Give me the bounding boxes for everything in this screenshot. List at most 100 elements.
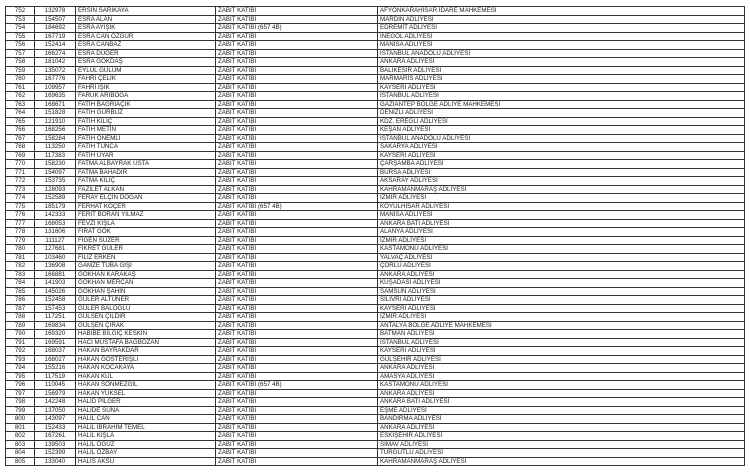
assigned-courthouse-cell: BURSA ADLİYESİ xyxy=(377,167,745,177)
full-name-cell: HAKAN GÖSTERİŞLİ xyxy=(75,354,216,364)
assigned-courthouse-cell: TURGUTLU ADLİYESİ xyxy=(377,448,745,458)
full-name-cell: HAKAN SÖNMEZGİL xyxy=(75,380,216,390)
assigned-courthouse-cell: AKSARAY ADLİYESİ xyxy=(377,176,745,186)
assigned-courthouse-cell: GAZİANTEP BÖLGE ADLİYE MAHKEMESİ xyxy=(377,99,745,109)
registry-id-cell: 152414 xyxy=(34,40,76,50)
assigned-courthouse-cell: İZMİR ADLİYESİ xyxy=(377,193,745,203)
full-name-cell: FİLİZ ERKEN xyxy=(75,252,216,262)
full-name-cell: FATMA ALBAYRAK USTA xyxy=(75,159,216,169)
table-row: 759 135072 EYLÜL GÜLÜM ZABIT KATİBİ BALIKESİ… xyxy=(5,65,745,75)
assigned-courthouse-cell: KDZ. EREĞLİ ADLİYESİ xyxy=(377,116,745,126)
registry-id-cell: 156979 xyxy=(34,388,76,398)
title-cell: ZABIT KATİBİ xyxy=(215,74,378,84)
table-row: 784 141903 GÖKHAN MERCAN ZABIT KATİBİ KUŞADA… xyxy=(5,278,745,288)
title-cell: ZABIT KATİBİ xyxy=(215,269,378,279)
assigned-courthouse-cell: BALIKESİR ADLİYESİ xyxy=(377,65,745,75)
row-number-cell: 784 xyxy=(5,278,35,288)
table-row: 753 154507 ESRA ALAN ZABIT KATİBİ MARDİN ADL… xyxy=(5,14,745,24)
table-row: 802 167261 HALİL KIŞLA ZABIT KATİBİ ESKİŞEHİ… xyxy=(5,431,745,441)
registry-id-cell: 167719 xyxy=(34,31,76,41)
row-number-cell: 794 xyxy=(5,363,35,373)
assigned-courthouse-cell: KASTAMONU ADLİYESİ xyxy=(377,380,745,390)
registry-id-cell: 169320 xyxy=(34,329,76,339)
full-name-cell: FERHAT KOÇER xyxy=(75,201,216,211)
table-row: 775 185179 FERHAT KOÇER ZABIT KATİBİ (657 4… xyxy=(5,201,745,211)
registry-id-cell: 158284 xyxy=(34,133,76,143)
row-number-cell: 756 xyxy=(5,40,35,50)
table-row: 752 132978 ERSİN SARIKAYA ZABIT KATİBİ AFYON… xyxy=(5,6,745,16)
title-cell: ZABIT KATİBİ xyxy=(215,422,378,432)
title-cell: ZABIT KATİBİ xyxy=(215,303,378,313)
title-cell: ZABIT KATİBİ xyxy=(215,252,378,262)
full-name-cell: FERİT BORAN YILMAZ xyxy=(75,210,216,220)
assigned-courthouse-cell: ANKARA ADLİYESİ xyxy=(377,363,745,373)
full-name-cell: ESRA AYIŞIK xyxy=(75,23,216,33)
full-name-cell: ESRA DÜĞER xyxy=(75,48,216,58)
row-number-cell: 791 xyxy=(5,337,35,347)
table-row: 757 166274 ESRA DÜĞER ZABIT KATİBİ İSTANBUL … xyxy=(5,48,745,58)
title-cell: ZABIT KATİBİ xyxy=(215,414,378,424)
assigned-courthouse-cell: İSTANBUL ANADOLU ADLİYESİ xyxy=(377,48,745,58)
row-number-cell: 796 xyxy=(5,380,35,390)
assigned-courthouse-cell: ANTALYA BÖLGE ADLİYE MAHKEMESİ xyxy=(377,320,745,330)
row-number-cell: 804 xyxy=(5,448,35,458)
row-number-cell: 758 xyxy=(5,57,35,67)
assigned-courthouse-cell: KAYSERİ ADLİYESİ xyxy=(377,150,745,160)
table-row: 797 156979 HAKAN YÜKSEL ZABIT KATİBİ ANKARA … xyxy=(5,388,745,398)
row-number-cell: 778 xyxy=(5,227,35,237)
assigned-courthouse-cell: İNEGÖL ADLİYESİ xyxy=(377,31,745,41)
table-row: 767 158284 FATİH ÖNEMLİ ZABIT KATİBİ İSTANBU… xyxy=(5,133,745,143)
assigned-courthouse-cell: DENİZLİ ADLİYESİ xyxy=(377,108,745,118)
row-number-cell: 753 xyxy=(5,14,35,24)
title-cell: ZABIT KATİBİ xyxy=(215,278,378,288)
table-row: 770 158230 FATMA ALBAYRAK USTA ZABIT KATİBİ… xyxy=(5,159,745,169)
title-cell: ZABIT KATİBİ xyxy=(215,184,378,194)
assigned-courthouse-cell: BANDIRMA ADLİYESİ xyxy=(377,414,745,424)
table-row: 777 168053 FEVZİ KIŞLA ZABIT KATİBİ ANKARA B… xyxy=(5,218,745,228)
title-cell: ZABIT KATİBİ xyxy=(215,99,378,109)
table-row: 771 154097 FATMA BAHADIR ZABIT KATİBİ BURSA … xyxy=(5,167,745,177)
full-name-cell: FIRAT GÖK xyxy=(75,227,216,237)
assigned-courthouse-cell: EDREMİT ADLİYESİ xyxy=(377,23,745,33)
row-number-cell: 805 xyxy=(5,456,35,466)
table-row: 768 113250 FATİH TUNCA ZABIT KATİBİ SAKARYA … xyxy=(5,142,745,152)
full-name-cell: HALİD PİLGER xyxy=(75,397,216,407)
title-cell: ZABIT KATİBİ xyxy=(215,57,378,67)
full-name-cell: FATMA BAHADIR xyxy=(75,167,216,177)
full-name-cell: FİKRET GÜLER xyxy=(75,244,216,254)
full-name-cell: ESRA CAN ÖZGÜR xyxy=(75,31,216,41)
title-cell: ZABIT KATİBİ (657 4B) xyxy=(215,380,378,390)
table-row: 793 168027 HAKAN GÖSTERİŞLİ ZABIT KATİBİ GÜL… xyxy=(5,354,745,364)
full-name-cell: GÖKHAN KARAKAŞ xyxy=(75,269,216,279)
title-cell: ZABIT KATİBİ xyxy=(215,159,378,169)
table-row: 754 184692 ESRA AYIŞIK ZABIT KATİBİ (657 4B… xyxy=(5,23,745,33)
registry-id-cell: 117251 xyxy=(34,312,76,322)
full-name-cell: FATİH UYAR xyxy=(75,150,216,160)
title-cell: ZABIT KATİBİ xyxy=(215,244,378,254)
row-number-cell: 782 xyxy=(5,261,35,271)
table-row: 756 152414 ESRA CANBAZ ZABIT KATİBİ MANİSA A… xyxy=(5,40,745,50)
registry-id-cell: 169591 xyxy=(34,337,76,347)
full-name-cell: FEVZİ KIŞLA xyxy=(75,218,216,228)
assigned-courthouse-cell: ANKARA ADLİYESİ xyxy=(377,422,745,432)
row-number-cell: 776 xyxy=(5,210,35,220)
registry-id-cell: 113250 xyxy=(34,142,76,152)
row-number-cell: 759 xyxy=(5,65,35,75)
row-number-cell: 752 xyxy=(5,6,35,16)
table-row: 803 139503 HALİL OĞUZ ZABIT KATİBİ SİMAV ADL… xyxy=(5,439,745,449)
assigned-courthouse-cell: KAYSERİ ADLİYESİ xyxy=(377,346,745,356)
full-name-cell: FATMA KILIÇ xyxy=(75,176,216,186)
assigned-courthouse-cell: KAHRAMANMARAŞ ADLİYESİ xyxy=(377,456,745,466)
row-number-cell: 781 xyxy=(5,252,35,262)
table-row: 791 169591 HACI MUSTAFA BAĞBOZAN ZABIT KATİ… xyxy=(5,337,745,347)
row-number-cell: 760 xyxy=(5,74,35,84)
table-row: 766 168256 FATİH METİN ZABIT KATİBİ KEŞAN AD… xyxy=(5,125,745,135)
row-number-cell: 787 xyxy=(5,303,35,313)
title-cell: ZABIT KATİBİ xyxy=(215,388,378,398)
row-number-cell: 773 xyxy=(5,184,35,194)
registry-id-cell: 184692 xyxy=(34,23,76,33)
title-cell: ZABIT KATİBİ xyxy=(215,14,378,24)
row-number-cell: 769 xyxy=(5,150,35,160)
assigned-courthouse-cell: İZMİR ADLİYESİ xyxy=(377,312,745,322)
row-number-cell: 783 xyxy=(5,269,35,279)
